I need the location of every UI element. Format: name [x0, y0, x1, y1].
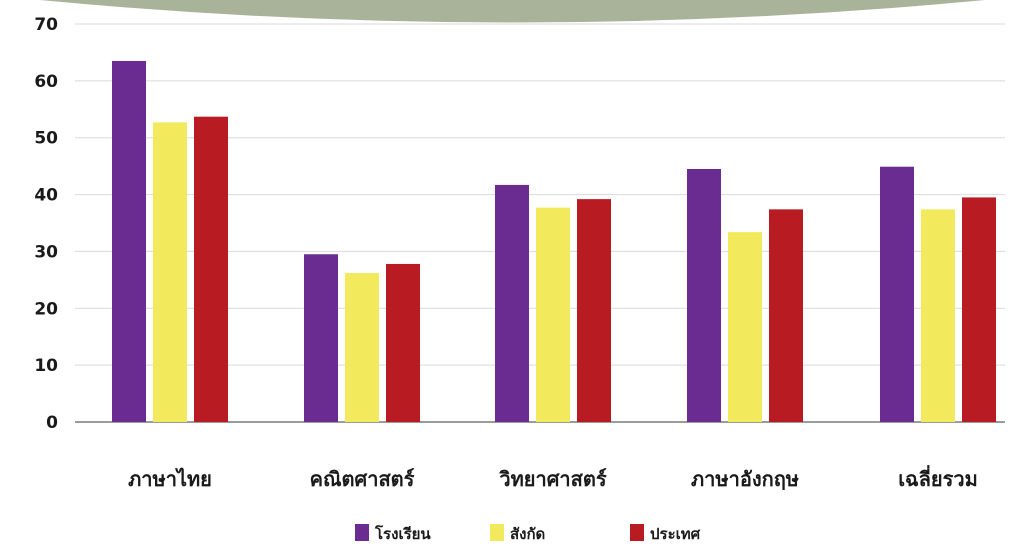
legend-swatch	[490, 524, 504, 541]
decorative-banner	[40, 0, 985, 23]
y-tick-label: 10	[34, 356, 58, 376]
legend-label: โรงเรียน	[374, 524, 431, 543]
legend-swatch	[355, 524, 369, 541]
bar-2-1	[153, 122, 187, 422]
legend: โรงเรียน สังกัด ประเทศ	[355, 524, 701, 543]
x-category-label: วิทยาศาสตร์	[499, 467, 607, 491]
bar-2-4	[728, 232, 762, 422]
bar-3-2	[386, 263, 420, 422]
x-category-label: เฉลี่ยรวม	[898, 464, 978, 491]
bar-3-5	[962, 197, 996, 422]
legend-swatch	[630, 524, 644, 541]
legend-label: สังกัด	[510, 525, 545, 543]
x-axis-categories: ภาษาไทย คณิตศาสตร์ วิทยาศาสตร์ ภาษาอังกฤษ เฉ…	[128, 464, 978, 491]
bar-3-3	[577, 199, 611, 422]
y-axis-ticks: 0 10 20 30 40 50 60 70	[34, 15, 58, 433]
x-category-label: ภาษาอังกฤษ	[691, 467, 799, 491]
bar-2-2	[345, 273, 379, 422]
bar-3-1	[194, 116, 228, 423]
bar-1-3	[495, 184, 529, 422]
bar-2-3	[536, 207, 570, 422]
bar-2-5	[921, 209, 955, 422]
y-tick-label: 20	[34, 299, 58, 319]
bar-1-1	[112, 60, 146, 422]
bar-1-5	[880, 166, 914, 422]
legend-label: ประเทศ	[650, 525, 701, 543]
y-tick-label: 50	[34, 129, 58, 149]
bars	[112, 60, 996, 423]
y-tick-label: 40	[34, 186, 58, 206]
y-tick-label: 30	[34, 242, 58, 262]
grid-lines	[75, 23, 1005, 423]
y-tick-label: 0	[46, 413, 58, 433]
bar-1-2	[304, 254, 338, 422]
x-category-label: ภาษาไทย	[128, 467, 212, 491]
y-tick-label: 60	[34, 72, 58, 92]
x-category-label: คณิตศาสตร์	[310, 467, 415, 491]
y-tick-label: 70	[34, 15, 58, 35]
bar-1-4	[687, 168, 721, 422]
bar-3-4	[769, 209, 803, 422]
